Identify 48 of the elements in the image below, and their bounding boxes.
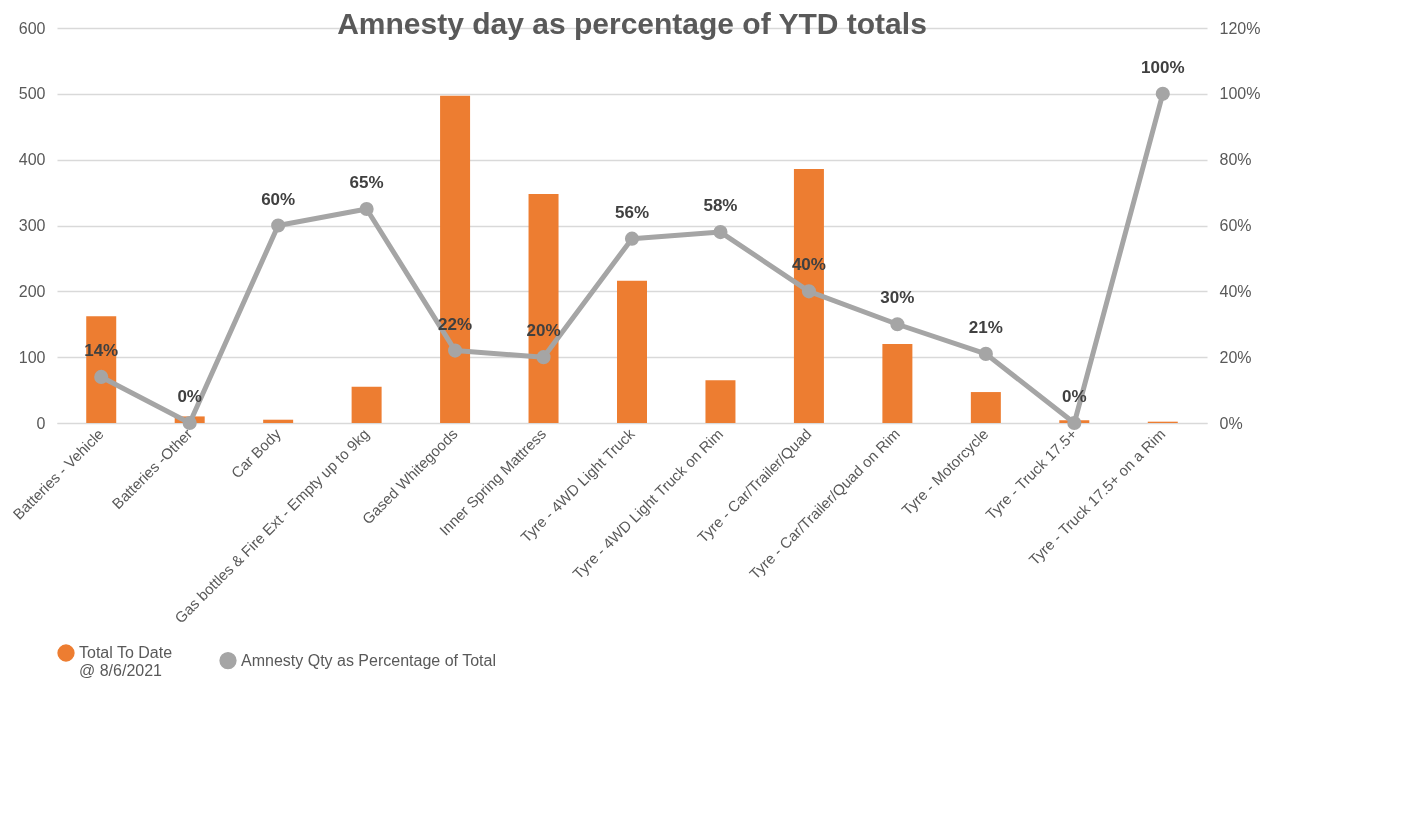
bar: [705, 380, 736, 423]
point: [801, 284, 816, 299]
point: [448, 343, 463, 358]
point: [713, 225, 728, 240]
point: [624, 231, 640, 246]
data-label: 30%: [880, 288, 915, 308]
y2-tick-label: 60%: [1219, 217, 1252, 234]
point: [271, 218, 286, 233]
point: [1067, 415, 1082, 431]
data-label: 56%: [614, 202, 650, 222]
y-tick-label: 200: [18, 282, 46, 300]
bar: [617, 280, 647, 423]
y2-tick-label: 40%: [1219, 282, 1252, 300]
y-tick-label: 300: [18, 217, 46, 234]
y2-tick-label: 80%: [1219, 151, 1252, 169]
point: [978, 346, 993, 361]
bar: [882, 344, 913, 423]
point: [890, 317, 905, 332]
bar: [793, 168, 824, 423]
point: [536, 350, 551, 365]
bar: [970, 392, 1001, 423]
bar: [440, 95, 471, 423]
data-label: 0%: [1062, 387, 1087, 406]
data-label: 65%: [349, 173, 384, 193]
y-tick-label: 400: [18, 151, 46, 169]
y-tick-label: 600: [18, 19, 46, 37]
legend-label: Total To Date @ 8/6/2021: [79, 644, 173, 679]
chart-title: Amnesty day as percentage of YTD totals: [337, 7, 927, 40]
data-label: 0%: [177, 387, 202, 406]
data-label: 60%: [261, 189, 296, 209]
bar: [528, 193, 559, 423]
y2-tick-label: 20%: [1219, 348, 1252, 366]
data-label: 100%: [1141, 57, 1185, 77]
point: [359, 201, 374, 217]
data-label: 21%: [968, 317, 1003, 337]
y2-tick-label: 100%: [1219, 85, 1261, 103]
y2-tick-label: 120%: [1219, 19, 1261, 37]
y2-tick-label: 0%: [1219, 414, 1243, 432]
point: [1155, 86, 1170, 101]
data-label: 58%: [703, 196, 738, 216]
y-tick-label: 100: [18, 348, 46, 366]
point: [94, 369, 109, 384]
bar: [263, 419, 294, 423]
y-tick-label: 0: [36, 414, 46, 432]
point: [182, 415, 197, 431]
y-tick-label: 500: [18, 85, 46, 103]
bar: [351, 386, 382, 423]
legend-label: Amnesty Qty as Percentage of Total: [241, 651, 496, 669]
